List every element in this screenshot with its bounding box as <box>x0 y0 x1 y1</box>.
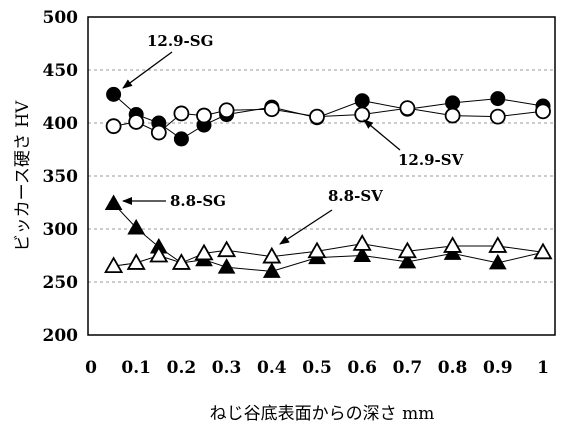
data-point-8-8-sv-4 <box>194 243 214 261</box>
x-axis-label: ねじ谷底表面からの深さ mm <box>210 404 435 424</box>
series-12-9-sv <box>105 100 551 141</box>
data-point-12-9-sv-7 <box>309 108 325 125</box>
data-point-8-8-sv-7 <box>307 241 327 259</box>
data-point-12-9-sg-3 <box>173 131 189 147</box>
x-tick-label-0: 0 <box>85 358 97 378</box>
y-tick-label-250: 250 <box>43 273 79 293</box>
data-point-8-8-sg-6 <box>262 262 281 278</box>
data-point-8-8-sg-11 <box>488 253 507 270</box>
y-axis-label: ビッカース硬さ HV <box>13 100 33 251</box>
plot-area-frame <box>87 16 556 336</box>
data-point-12-9-sv-9 <box>399 100 416 117</box>
data-point-8-8-sv-1 <box>126 253 146 270</box>
data-point-12-9-sg-11 <box>490 91 506 107</box>
tick-labels: 200 250 300 350 400 450 500 0 0.1 0.2 0.3 0.4 0.5 0.6… <box>43 8 549 378</box>
data-point-12-9-sv-0 <box>105 118 122 135</box>
x-tick-label-0-2: 0.2 <box>167 358 197 378</box>
annotation-label-8-8-sv: 8.8-SV <box>328 187 383 205</box>
x-tick-label-0-4: 0.4 <box>257 358 287 378</box>
annotation-label-8-8-sg: 8.8-SG <box>170 192 226 210</box>
x-tick-label-0-8: 0.8 <box>438 358 468 378</box>
series-layer <box>104 86 553 278</box>
data-point-12-9-sg-0 <box>106 86 122 102</box>
y-tick-label-350: 350 <box>43 167 79 187</box>
data-point-8-8-sg-1 <box>127 218 146 235</box>
data-point-12-9-sv-11 <box>489 108 506 125</box>
data-point-12-9-sv-5 <box>218 102 235 119</box>
data-point-12-9-sv-6 <box>263 101 280 118</box>
data-point-12-9-sv-1 <box>128 114 145 130</box>
x-tick-label-1: 1 <box>537 358 549 378</box>
data-point-8-8-sv-11 <box>488 236 508 253</box>
x-tick-label-0-6: 0.6 <box>347 358 377 378</box>
y-tick-label-400: 400 <box>43 114 79 134</box>
annotation-arrow-12-9-sg <box>122 51 173 89</box>
data-point-8-8-sg-5 <box>217 258 236 274</box>
x-tick-label-0-9: 0.9 <box>483 358 513 378</box>
x-tick-label-0-1: 0.1 <box>121 358 151 378</box>
y-tick-label-200: 200 <box>43 326 79 346</box>
data-point-12-9-sv-2 <box>150 124 167 141</box>
data-point-8-8-sv-8 <box>352 234 372 251</box>
data-point-8-8-sv-0 <box>104 256 124 273</box>
data-point-12-9-sg-8 <box>354 93 370 109</box>
data-point-8-8-sv-9 <box>397 241 417 259</box>
annotation-arrow-12-9-sv <box>363 119 401 151</box>
x-tick-label-0-5: 0.5 <box>302 358 332 378</box>
data-point-8-8-sg-8 <box>353 246 372 262</box>
data-point-12-9-sv-4 <box>196 107 212 124</box>
data-point-8-8-sv-3 <box>171 253 191 270</box>
data-point-12-9-sv-10 <box>444 107 461 124</box>
data-point-8-8-sv-2 <box>149 245 169 263</box>
data-point-8-8-sg-0 <box>104 194 123 211</box>
annotation-label-12-9-sg: 12.9-SG <box>147 32 213 50</box>
series-8-8-sv <box>104 234 553 273</box>
data-point-8-8-sv-6 <box>262 246 282 264</box>
y-tick-label-450: 450 <box>43 61 79 81</box>
data-point-8-8-sv-12 <box>533 242 553 260</box>
x-tick-label-0-3: 0.3 <box>212 358 242 378</box>
data-point-8-8-sg-9 <box>398 252 417 269</box>
annotation-layer: 12.9-SG 12.9-SV 8.8-SG 8.8-SV <box>122 32 464 245</box>
y-tick-label-500: 500 <box>43 8 79 28</box>
annotation-label-12-9-sv: 12.9-SV <box>398 151 464 169</box>
y-tick-label-300: 300 <box>43 220 79 240</box>
data-point-12-9-sv-8 <box>354 106 371 123</box>
x-tick-label-0-7: 0.7 <box>393 358 423 378</box>
data-point-8-8-sv-5 <box>217 240 237 258</box>
data-point-12-9-sv-3 <box>173 105 190 122</box>
data-point-12-9-sv-12 <box>535 103 551 120</box>
data-point-8-8-sv-10 <box>443 236 463 253</box>
annotation-arrow-8-8-sv <box>279 209 333 245</box>
